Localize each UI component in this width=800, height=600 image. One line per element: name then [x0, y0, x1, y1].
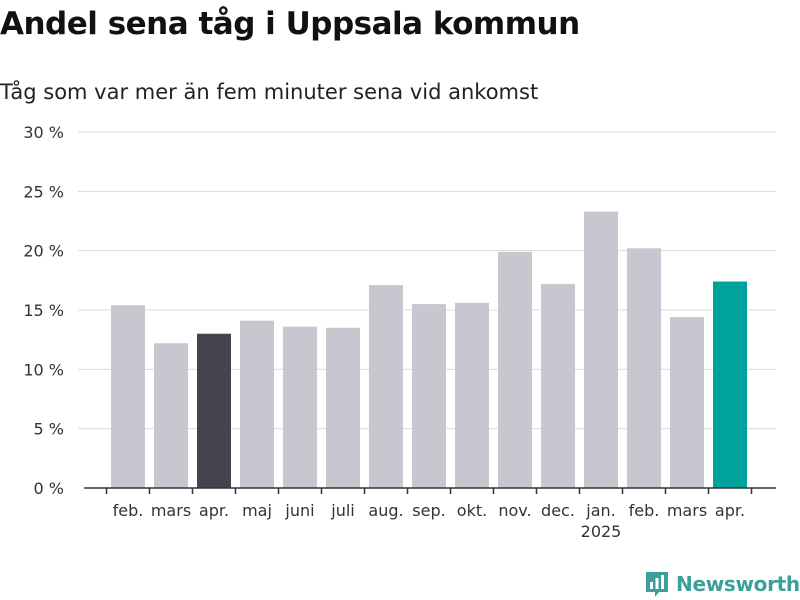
y-tick-label: 15 %	[23, 301, 64, 320]
bar	[670, 317, 704, 488]
bar	[326, 327, 360, 488]
bar	[713, 281, 747, 488]
bar	[455, 302, 489, 488]
chart-subtitle: Tåg som var mer än fem minuter sena vid …	[0, 80, 539, 104]
y-tick-label: 0 %	[34, 479, 64, 498]
x-tick-label: nov.	[498, 501, 531, 520]
bar	[584, 211, 618, 489]
x-tick-label: juli	[330, 501, 354, 520]
bar	[541, 283, 575, 488]
x-tick-label: feb.	[113, 501, 144, 520]
x-tick-label: feb.	[629, 501, 660, 520]
bar	[111, 305, 145, 488]
brand-logo: Newsworthy	[644, 568, 800, 600]
bar	[412, 304, 446, 488]
y-tick-label: 25 %	[23, 182, 64, 201]
bar	[154, 343, 188, 488]
bar	[240, 320, 274, 488]
x-tick-label: okt.	[457, 501, 487, 520]
y-tick-label: 20 %	[23, 242, 64, 261]
x-tick-label: jan.	[585, 501, 615, 520]
brand-name: Newsworthy	[676, 572, 800, 596]
x-tick-label: sep.	[412, 501, 445, 520]
bar-chart: 0 % 5 % 10 % 15 % 20 % 25 % 30 % feb. mars apr. ma…	[23, 123, 776, 541]
x-tick-label: aug.	[368, 501, 403, 520]
x-tick-label: maj	[242, 501, 272, 520]
x-tick-label: dec.	[541, 501, 575, 520]
chart-title: Andel sena tåg i Uppsala kommun	[0, 6, 580, 42]
x-year-label: 2025	[581, 522, 622, 541]
x-tick-label: mars	[151, 501, 191, 520]
y-tick-label: 10 %	[23, 360, 64, 379]
x-tick-label: apr.	[199, 501, 229, 520]
y-tick-label: 5 %	[34, 420, 64, 439]
newsworthy-chart-icon	[646, 572, 668, 597]
x-tick-label: mars	[667, 501, 707, 520]
bar	[369, 285, 403, 488]
y-tick-label: 30 %	[23, 123, 64, 142]
x-tick-label: juni	[284, 501, 314, 520]
bar	[627, 248, 661, 488]
bar	[283, 326, 317, 488]
bar	[498, 251, 532, 488]
x-tick-label: apr.	[715, 501, 745, 520]
bar	[197, 333, 231, 488]
